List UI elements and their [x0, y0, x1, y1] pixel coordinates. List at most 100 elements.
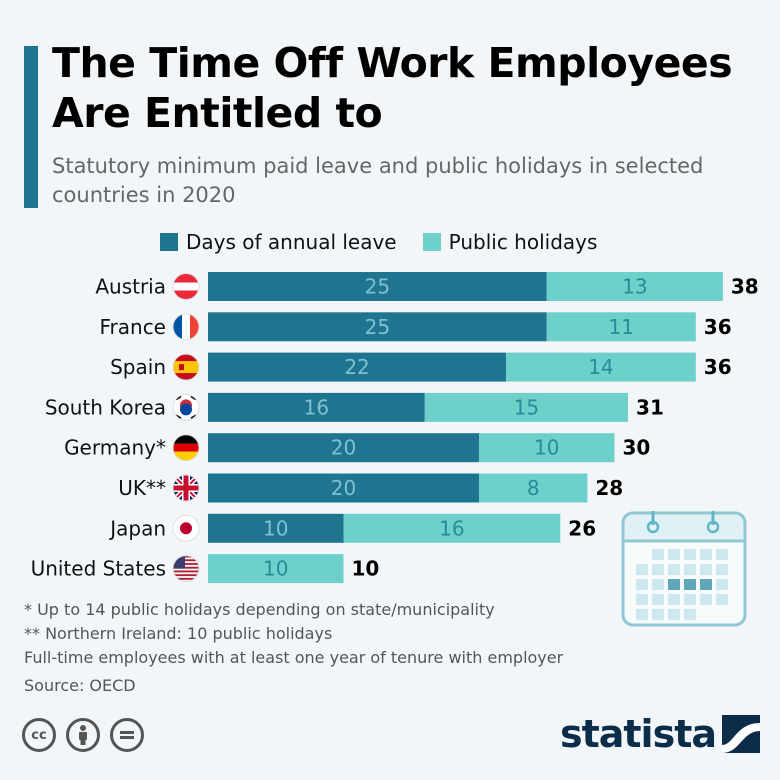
calendar-day-cell: [652, 549, 664, 560]
total-value: 30: [623, 436, 651, 460]
brand-mark-icon: [722, 715, 760, 753]
no-derivatives-icon[interactable]: [110, 718, 144, 752]
calendar-day-cell: [684, 594, 696, 605]
legend-item-annual-leave: Days of annual leave: [160, 230, 397, 254]
annual-leave-value: 25: [365, 275, 390, 299]
annual-leave-bar: [208, 312, 547, 342]
country-label: Germany*: [64, 436, 166, 460]
calendar-day-cell: [668, 549, 680, 560]
public-holidays-bar: [424, 392, 629, 422]
public-holidays-bar: [479, 433, 615, 463]
calendar-day-cell: [716, 594, 728, 605]
chart-notes: * Up to 14 public holidays depending on …: [24, 598, 724, 698]
germany-flag-icon: [172, 434, 200, 462]
calendar-day-cell: [684, 579, 696, 590]
total-value: 36: [704, 355, 732, 379]
france-flag-icon: [172, 313, 200, 341]
calendar-day-cell: [668, 594, 680, 605]
annual-leave-bar: [208, 272, 547, 301]
country-label: Japan: [108, 516, 166, 540]
annual-leave-bar: [208, 513, 344, 543]
public-holidays-value: 10: [534, 436, 559, 460]
annual-leave-value: 16: [304, 395, 329, 419]
total-value: 31: [636, 395, 664, 419]
calendar-day-cell: [636, 609, 648, 620]
calendar-day-cell: [668, 564, 680, 575]
country-label: France: [99, 315, 166, 339]
legend-swatch-public-holidays: [422, 233, 441, 251]
annual-leave-bar: [208, 392, 425, 422]
country-label: United States: [31, 557, 166, 581]
note-germany: * Up to 14 public holidays depending on …: [24, 600, 495, 619]
public-holidays-bar: [208, 554, 344, 584]
calendar-day-cell: [652, 594, 664, 605]
country-label: Austria: [95, 275, 166, 299]
calendar-day-cell: [684, 564, 696, 575]
chart-subtitle: Statutory minimum paid leave and public …: [52, 154, 704, 207]
calendar-icon: [621, 511, 747, 627]
calendar-day-cell: [636, 594, 648, 605]
calendar-day-cell: [636, 579, 648, 590]
calendar-day-cell: [716, 564, 728, 575]
calendar-day-cell: [668, 609, 680, 620]
legend-item-public-holidays: Public holidays: [422, 230, 598, 254]
legend-label-public-holidays: Public holidays: [448, 230, 598, 254]
calendar-day-cell: [700, 594, 712, 605]
annual-leave-bar: [208, 352, 507, 382]
calendar-day-cell: [684, 609, 696, 620]
public-holidays-value: 11: [609, 315, 634, 339]
country-label: UK**: [118, 476, 166, 500]
calendar-day-cell: [652, 579, 664, 590]
usa-flag-icon: [172, 555, 200, 583]
brand-wordmark: statista: [559, 712, 717, 756]
south-korea-flag-icon: [172, 393, 200, 421]
uk-flag-icon: [172, 474, 200, 502]
license-icons: cc: [22, 718, 154, 752]
country-label: South Korea: [45, 395, 166, 419]
public-holidays-value: 15: [514, 395, 539, 419]
calendar-day-cell: [716, 549, 728, 560]
japan-flag-icon: [172, 514, 200, 542]
legend-label-annual-leave: Days of annual leave: [186, 230, 397, 254]
annual-leave-value: 10: [263, 516, 288, 540]
public-holidays-bar: [506, 352, 696, 382]
calendar-day-cell: [700, 549, 712, 560]
note-uk: ** Northern Ireland: 10 public holidays: [24, 624, 333, 643]
austria-flag-icon: [172, 273, 200, 300]
annual-leave-bar: [208, 433, 479, 463]
total-value: 36: [704, 315, 732, 339]
total-value: 38: [731, 275, 759, 299]
annual-leave-bar: [208, 473, 479, 503]
calendar-day-cell: [652, 609, 664, 620]
public-holidays-value: 10: [263, 557, 288, 581]
creative-commons-icon[interactable]: cc: [22, 718, 56, 752]
public-holidays-value: 14: [588, 355, 613, 379]
source-note: Source: OECD: [24, 676, 136, 695]
statista-logo[interactable]: statista: [560, 712, 760, 756]
chart-title: The Time Off Work Employees Are Entitled…: [52, 39, 733, 137]
total-value: 10: [352, 557, 380, 581]
calendar-day-cell: [684, 549, 696, 560]
annual-leave-value: 20: [331, 436, 356, 460]
calendar-day-cell: [636, 564, 648, 575]
calendar-day-cell: [700, 579, 712, 590]
calendar-day-cell: [668, 579, 680, 590]
total-value: 26: [568, 516, 596, 540]
calendar-day-cell: [652, 564, 664, 575]
calendar-day-cell: [700, 564, 712, 575]
annual-leave-value: 22: [344, 355, 369, 379]
public-holidays-bar: [343, 513, 561, 543]
calendar-day-cell: [716, 579, 728, 590]
public-holidays-value: 8: [527, 476, 540, 500]
annual-leave-value: 25: [365, 315, 390, 339]
public-holidays-bar: [479, 473, 588, 503]
public-holidays-value: 16: [439, 516, 464, 540]
chart-legend: Days of annual leave Public holidays: [160, 230, 623, 254]
title-accent-bar: [24, 46, 38, 208]
legend-swatch-annual-leave: [160, 233, 178, 251]
public-holidays-value: 13: [622, 275, 647, 299]
note-employees: Full-time employees with at least one ye…: [24, 648, 564, 667]
public-holidays-bar: [546, 272, 723, 301]
attribution-icon[interactable]: [66, 718, 100, 752]
total-value: 28: [595, 476, 623, 500]
